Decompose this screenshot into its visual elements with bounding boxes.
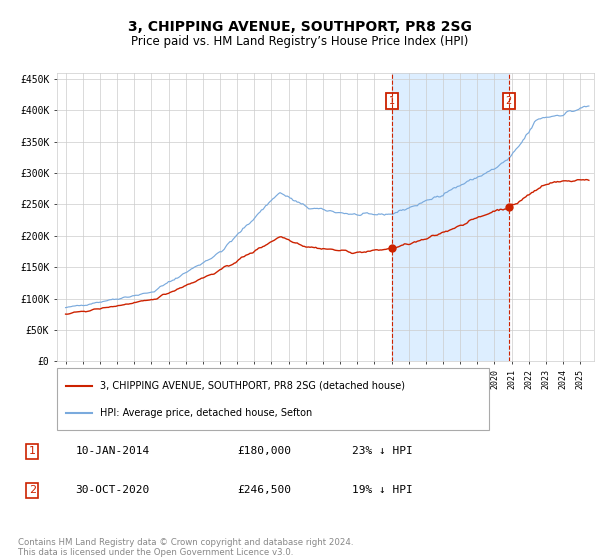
Text: 3, CHIPPING AVENUE, SOUTHPORT, PR8 2SG: 3, CHIPPING AVENUE, SOUTHPORT, PR8 2SG: [128, 20, 472, 34]
Text: 30-OCT-2020: 30-OCT-2020: [76, 486, 150, 496]
Text: HPI: Average price, detached house, Sefton: HPI: Average price, detached house, Seft…: [100, 408, 313, 418]
Text: 23% ↓ HPI: 23% ↓ HPI: [352, 446, 413, 456]
Text: 1: 1: [389, 96, 395, 106]
Text: 3, CHIPPING AVENUE, SOUTHPORT, PR8 2SG (detached house): 3, CHIPPING AVENUE, SOUTHPORT, PR8 2SG (…: [100, 381, 405, 391]
Bar: [392, 73, 509, 361]
Text: £246,500: £246,500: [237, 486, 291, 496]
Text: 10-JAN-2014: 10-JAN-2014: [76, 446, 150, 456]
FancyBboxPatch shape: [57, 368, 489, 430]
Text: Contains HM Land Registry data © Crown copyright and database right 2024.
This d: Contains HM Land Registry data © Crown c…: [18, 538, 353, 557]
Text: Price paid vs. HM Land Registry’s House Price Index (HPI): Price paid vs. HM Land Registry’s House …: [131, 35, 469, 48]
Text: £180,000: £180,000: [237, 446, 291, 456]
Text: 1: 1: [29, 446, 36, 456]
Text: 19% ↓ HPI: 19% ↓ HPI: [352, 486, 413, 496]
Text: 2: 2: [506, 96, 512, 106]
Text: 2: 2: [29, 486, 36, 496]
